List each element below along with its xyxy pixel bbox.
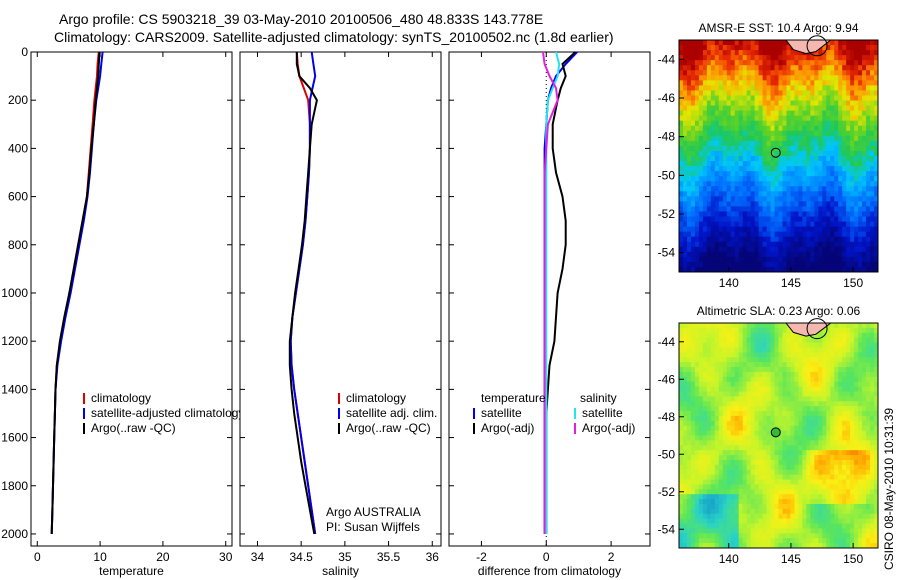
map-x-tick-label: 140 [719, 552, 739, 566]
x-tick-label: 0 [34, 550, 41, 564]
map-title: Altimetric SLA: 0.23 Argo: 0.06 [697, 304, 861, 318]
series-line-black [288, 52, 318, 535]
y-tick-label: 1600 [1, 431, 28, 445]
x-tick-label: -2 [476, 550, 487, 564]
profile-panel-temperature: 0 10 20 30 0 200 400 600 800 1000 1200 1400 1600 1800… [1, 45, 244, 578]
map-y-tick-label: -44 [658, 335, 676, 349]
legend-label: climatology [91, 391, 151, 405]
legend-label: satellite adj. clim. [346, 406, 437, 420]
legend-label: Argo(..raw -QC) [91, 421, 176, 435]
y-tick-label: 400 [8, 141, 28, 155]
map-y-tick-label: -54 [658, 246, 676, 260]
y-tick-label: 600 [8, 190, 28, 204]
y-tick-label: 2000 [1, 527, 28, 541]
y-tick-label: 1800 [1, 479, 28, 493]
series-line-black [50, 51, 101, 535]
legend-title-temperature: temperature [481, 391, 546, 405]
timestamp-stamp: CSIRO 08-May-2010 10:31:39 [882, 408, 896, 570]
map-x-tick-label: 150 [843, 276, 863, 290]
legend-label: satellite-adjusted climatology [91, 406, 244, 420]
map-frame [678, 322, 879, 549]
reference-circle [806, 35, 828, 57]
profile-location-marker [770, 147, 781, 158]
map-y-tick-label: -50 [658, 168, 676, 182]
profile-location-marker [770, 427, 781, 438]
annotation-text: Argo AUSTRALIA [326, 505, 421, 519]
legend-label: satellite [481, 406, 522, 420]
plot-frame [448, 51, 651, 547]
map-y-tick-label: -48 [658, 410, 676, 424]
x-tick-label: 34 [251, 550, 265, 564]
map-x-tick-label: 150 [843, 552, 863, 566]
profile-panel-salinity: 34 34.5 35 35.5 36 salinity climatologysatelli… [239, 51, 442, 578]
map-y-tick-label: -46 [658, 372, 676, 386]
series-line-magenta [542, 51, 559, 534]
map-y-tick-label: -54 [658, 522, 676, 536]
x-tick-label: 2 [608, 550, 615, 564]
header-line-1: Argo profile: CS 5903218_39 03-May-2010 … [59, 11, 543, 27]
map-frame [678, 39, 879, 273]
legend-label: Argo(..raw -QC) [346, 421, 431, 435]
y-tick-label: 0 [21, 45, 28, 59]
reference-circle [806, 318, 828, 340]
y-tick-label: 1000 [1, 286, 28, 300]
x-tick-label: 10 [93, 550, 107, 564]
map-y-tick-label: -52 [658, 207, 676, 221]
map-panel-sla-map: Altimetric SLA: 0.23 Argo: 0.06 140 145 150… [658, 304, 879, 566]
map-x-tick-label: 145 [781, 276, 801, 290]
y-tick-label: 1200 [1, 334, 28, 348]
legend-label: Argo(-adj) [481, 421, 534, 435]
legend-label: climatology [346, 391, 406, 405]
legend-label: satellite [582, 406, 623, 420]
x-tick-label: 0 [543, 550, 550, 564]
series-line-cyan [545, 51, 561, 534]
x-axis-label: difference from climatology [478, 564, 621, 578]
plot-frame [30, 51, 233, 547]
y-tick-label: 800 [8, 238, 28, 252]
map-cells [679, 323, 879, 549]
map-y-tick-label: -50 [658, 447, 676, 461]
legend-label: Argo(-adj) [582, 421, 635, 435]
map-x-tick-label: 140 [719, 276, 739, 290]
x-tick-label: 36 [426, 550, 440, 564]
annotation-text: PI: Susan Wijffels [326, 520, 420, 534]
legend-title-salinity: salinity [580, 391, 617, 405]
x-tick-label: 30 [219, 550, 233, 564]
map-y-tick-label: -48 [658, 130, 676, 144]
y-tick-label: 200 [8, 93, 28, 107]
x-axis-label: temperature [99, 564, 164, 578]
map-y-tick-label: -44 [658, 52, 676, 66]
map-x-tick-label: 145 [781, 552, 801, 566]
y-tick-label: 1400 [1, 382, 28, 396]
x-axis-label: salinity [322, 564, 359, 578]
header-line-2: Climatology: CARS2009. Satellite-adjuste… [54, 29, 614, 45]
x-tick-label: 35 [338, 550, 352, 564]
plot-frame [239, 51, 442, 547]
x-tick-label: 35.5 [377, 550, 401, 564]
x-tick-label: 20 [156, 550, 170, 564]
map-y-tick-label: -52 [658, 485, 676, 499]
x-tick-label: 34.5 [289, 550, 313, 564]
map-title: AMSR-E SST: 10.4 Argo: 9.94 [698, 21, 858, 35]
map-y-tick-label: -46 [658, 91, 676, 105]
map-panel-sst-map: AMSR-E SST: 10.4 Argo: 9.94 140 145 150 -44 -… [658, 21, 879, 290]
